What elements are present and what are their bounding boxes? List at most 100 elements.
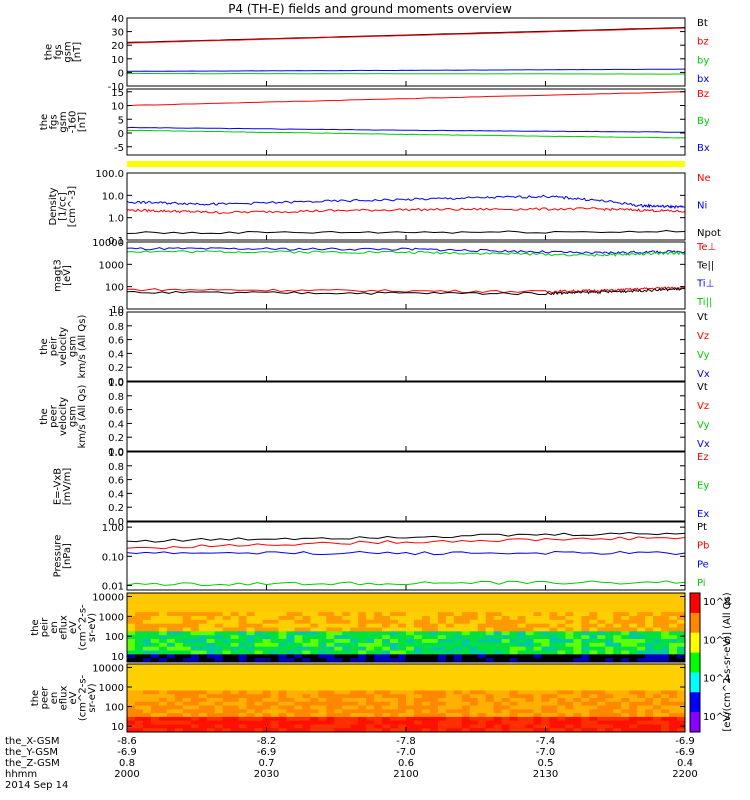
heatmap-cell bbox=[278, 667, 287, 672]
heatmap-cell bbox=[182, 724, 192, 729]
heatmap-cell bbox=[541, 654, 550, 659]
heatmap-cell bbox=[174, 682, 184, 688]
heatmap-cell bbox=[190, 698, 200, 703]
y-axis-label: [eV] bbox=[62, 265, 73, 286]
heatmap-cell bbox=[437, 705, 447, 710]
heatmap-cell bbox=[278, 593, 287, 598]
heatmap-cell bbox=[406, 682, 415, 688]
heatmap-cell bbox=[182, 658, 192, 663]
heatmap-cell bbox=[334, 667, 343, 672]
heatmap-cell bbox=[382, 631, 391, 636]
heatmap-cell bbox=[342, 724, 351, 729]
heatmap-cell bbox=[501, 635, 511, 640]
heatmap-cell bbox=[174, 664, 184, 669]
heatmap-cell bbox=[605, 627, 614, 632]
heatmap-cell bbox=[390, 686, 399, 691]
heatmap-cell bbox=[206, 616, 216, 621]
heatmap-cell bbox=[166, 639, 176, 644]
heatmap-cell bbox=[453, 646, 463, 651]
heatmap-cell bbox=[565, 716, 574, 722]
heatmap-cell bbox=[230, 694, 239, 699]
heatmap-cell bbox=[246, 709, 255, 714]
heatmap-cell bbox=[557, 686, 566, 691]
heatmap-cell bbox=[605, 713, 614, 718]
heatmap-cell bbox=[390, 728, 399, 733]
heatmap-cell bbox=[621, 593, 630, 598]
heatmap-cell bbox=[127, 682, 136, 688]
heatmap-cell bbox=[493, 709, 503, 714]
heatmap-cell bbox=[182, 720, 192, 725]
heatmap-cell bbox=[238, 654, 247, 659]
heatmap-cell bbox=[366, 705, 375, 710]
heatmap-cell bbox=[382, 724, 391, 729]
heatmap-cell bbox=[621, 682, 630, 688]
heatmap-cell bbox=[645, 701, 654, 706]
heatmap-cell bbox=[286, 709, 295, 714]
heatmap-cell bbox=[613, 705, 622, 710]
heatmap-cell bbox=[645, 608, 654, 613]
heatmap-cell bbox=[206, 612, 216, 617]
heatmap-cell bbox=[477, 716, 487, 722]
heatmap-cell bbox=[637, 623, 646, 628]
heatmap-cell bbox=[190, 654, 200, 659]
heatmap-cell bbox=[421, 593, 431, 598]
heatmap-cell bbox=[469, 642, 479, 648]
heatmap-cell bbox=[166, 635, 176, 640]
footer-value: 2030 bbox=[254, 769, 279, 780]
heatmap-cell bbox=[262, 654, 271, 659]
heatmap-cell bbox=[629, 600, 638, 605]
heatmap-cell bbox=[358, 686, 367, 691]
heatmap-cell bbox=[127, 627, 136, 632]
heatmap-cell bbox=[525, 604, 534, 609]
heatmap-cell bbox=[573, 639, 582, 644]
heatmap-cell bbox=[238, 720, 247, 725]
heatmap-cell bbox=[661, 690, 670, 695]
heatmap-cell bbox=[605, 593, 614, 598]
heatmap-cell bbox=[374, 642, 383, 648]
heatmap-cell bbox=[661, 701, 670, 706]
heatmap-cell bbox=[677, 682, 686, 688]
heatmap-cell bbox=[549, 694, 558, 699]
heatmap-cell bbox=[613, 596, 622, 602]
footer-value: -7.4 bbox=[536, 736, 556, 747]
heatmap-cell bbox=[278, 698, 287, 703]
heatmap-cell bbox=[358, 667, 367, 672]
heatmap-cell bbox=[246, 642, 255, 648]
heatmap-cell bbox=[342, 642, 351, 648]
heatmap-cell bbox=[334, 716, 343, 722]
heatmap-cell bbox=[374, 619, 383, 625]
heatmap-cell bbox=[421, 694, 431, 699]
heatmap-cell bbox=[342, 631, 351, 636]
heatmap-cell bbox=[318, 694, 327, 699]
heatmap-cell bbox=[653, 679, 662, 684]
heatmap-cell bbox=[485, 705, 495, 710]
heatmap-cell bbox=[278, 639, 287, 644]
heatmap-cell bbox=[214, 713, 224, 718]
heatmap-cell bbox=[150, 701, 160, 706]
heatmap-cell bbox=[429, 600, 439, 605]
heatmap-cell bbox=[549, 654, 558, 659]
heatmap-cell bbox=[230, 604, 239, 609]
heatmap-cell bbox=[142, 701, 152, 706]
y-tick-label: 0.4 bbox=[108, 349, 124, 360]
heatmap-cell bbox=[182, 639, 192, 644]
heatmap-cell bbox=[517, 698, 526, 703]
heatmap-cell bbox=[549, 623, 558, 628]
heatmap-cell bbox=[485, 627, 495, 632]
heatmap-cell bbox=[390, 654, 399, 659]
heatmap-cell bbox=[509, 600, 518, 605]
heatmap-cell bbox=[645, 619, 654, 625]
heatmap-cell bbox=[302, 709, 311, 714]
heatmap-cell bbox=[182, 608, 192, 613]
heatmap-cell bbox=[318, 728, 327, 733]
heatmap-cell bbox=[461, 694, 471, 699]
legend-label: bx bbox=[697, 74, 709, 85]
heatmap-cell bbox=[637, 713, 646, 718]
heatmap-cell bbox=[318, 686, 327, 691]
heatmap-cell bbox=[669, 642, 678, 648]
y-axis-label: en bbox=[49, 621, 60, 634]
heatmap-cell bbox=[270, 639, 279, 644]
heatmap-cell bbox=[413, 682, 423, 688]
yellow-flag-bar bbox=[127, 161, 685, 167]
